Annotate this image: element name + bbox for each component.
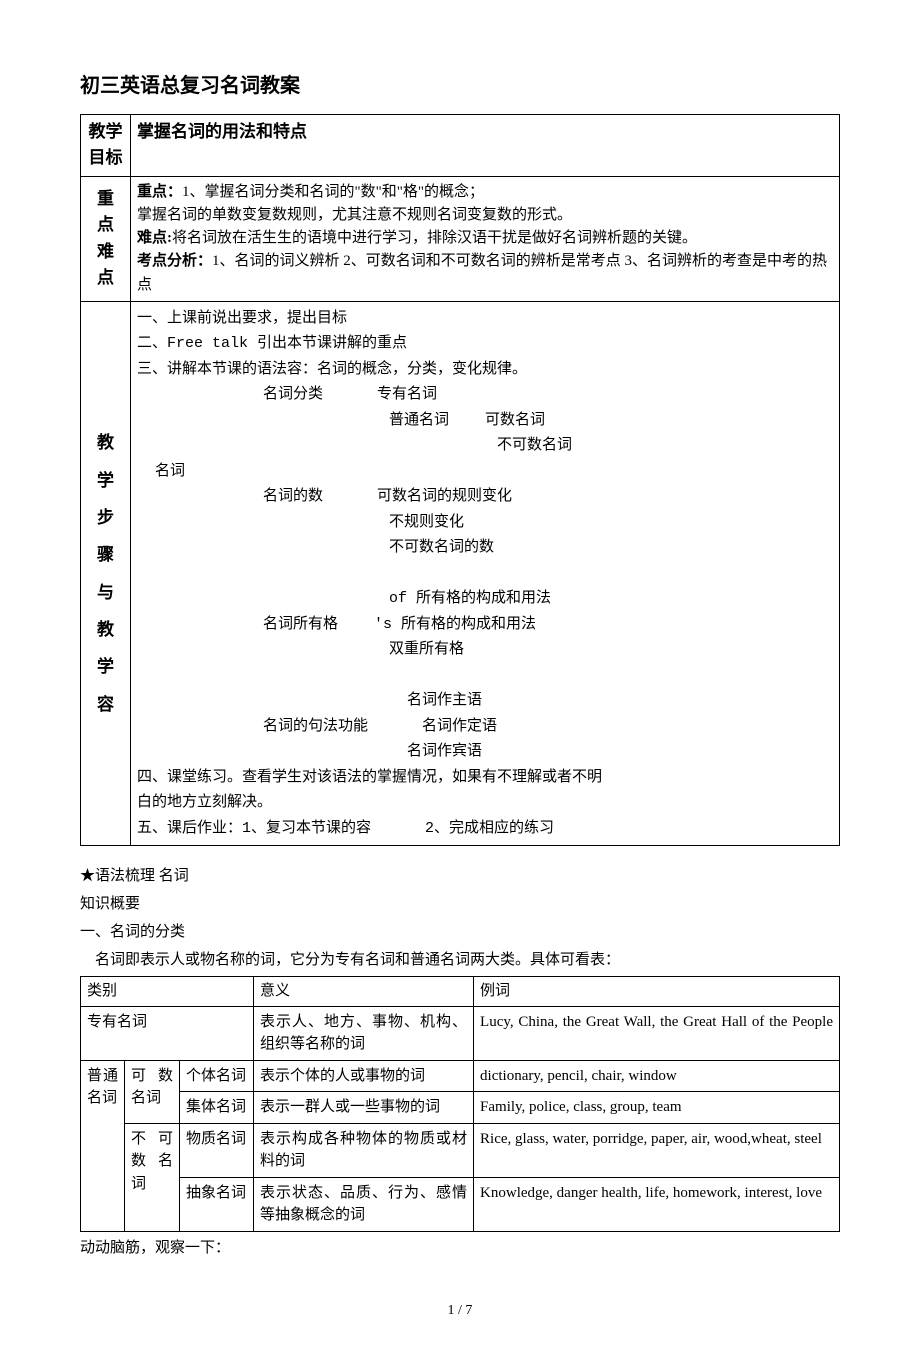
nd-line: 将名词放在活生生的语境中进行学习，排除汉语干扰是做好名词辨析题的关键。 [172,230,697,246]
row-material-examples: Rice, glass, water, porridge, paper, air… [474,1123,840,1177]
row-collective-examples: Family, police, class, group, team [474,1092,840,1124]
row-indiv-type: 个体名词 [180,1060,254,1092]
grammar-heading: ★语法梳理 名词 [80,864,840,888]
nd-prefix: 难点: [137,230,172,246]
kd-line1: 1、名词的词义辨析 2、可数名词和不可数名词的辨析是常考点 3、名词辨析的考查是… [137,253,827,292]
classification-table: 类别 意义 例词 专有名词 表示人、地方、事物、机构、组织等名称的词 Lucy,… [80,976,840,1232]
page-footer: 1 / 7 [80,1300,840,1322]
row-proper-cat: 专有名词 [81,1006,254,1060]
zd-line1: 1、掌握名词分类和名词的"数"和"格"的概念； [182,184,484,200]
label-keypoints: 重点难点 [81,176,131,301]
group-common: 普通名词 [81,1060,125,1231]
steps-content: 一、上课前说出要求，提出目标 二、Free talk 引出本节课讲解的重点 三、… [131,301,840,846]
th-category: 类别 [81,977,254,1007]
row-material-meaning: 表示构成各种物体的物质或材料的词 [254,1123,474,1177]
section-one-heading: 一、名词的分类 [80,920,840,944]
row-abstract-type: 抽象名词 [180,1177,254,1231]
page-container: 初三英语总复习名词教案 教学目标 掌握名词的用法和特点 重点难点 重点：1、掌握… [0,0,920,1362]
outline-block: 一、上课前说出要求，提出目标 二、Free talk 引出本节课讲解的重点 三、… [137,306,833,842]
group-uncountable: 不 可数 名词 [125,1123,180,1231]
section-one-intro: 名词即表示人或物名称的词，它分为专有名词和普通名词两大类。具体可看表： [80,948,840,972]
lesson-plan-table: 教学目标 掌握名词的用法和特点 重点难点 重点：1、掌握名词分类和名词的"数"和… [80,114,840,846]
row-indiv-meaning: 表示个体的人或事物的词 [254,1060,474,1092]
row-proper-meaning: 表示人、地方、事物、机构、组织等名称的词 [254,1006,474,1060]
doc-title: 初三英语总复习名词教案 [80,70,840,102]
label-steps: 教 学 步 骤 与 教 学 容 [81,301,131,846]
row-abstract-meaning: 表示状态、品质、行为、感情等抽象概念的词 [254,1177,474,1231]
row-proper-examples: Lucy, China, the Great Wall, the Great H… [474,1006,840,1060]
th-examples: 例词 [474,977,840,1007]
zd-prefix: 重点： [137,184,182,200]
row-material-type: 物质名词 [180,1123,254,1177]
kd-prefix: 考点分析： [137,253,212,269]
row-abstract-examples: Knowledge, danger health, life, homework… [474,1177,840,1231]
row-collective-type: 集体名词 [180,1092,254,1124]
label-goal: 教学目标 [81,115,131,177]
row-indiv-examples: dictionary, pencil, chair, window [474,1060,840,1092]
knowledge-heading: 知识概要 [80,892,840,916]
group-countable: 可 数名词 [125,1060,180,1123]
zd-line2: 掌握名词的单数变复数规则，尤其注意不规则名词变复数的形式。 [137,207,572,223]
row-collective-meaning: 表示一群人或一些事物的词 [254,1092,474,1124]
after-table-text: 动动脑筋，观察一下： [80,1236,840,1260]
th-meaning: 意义 [254,977,474,1007]
goal-content: 掌握名词的用法和特点 [131,115,840,177]
keypoints-content: 重点：1、掌握名词分类和名词的"数"和"格"的概念； 掌握名词的单数变复数规则，… [131,176,840,301]
